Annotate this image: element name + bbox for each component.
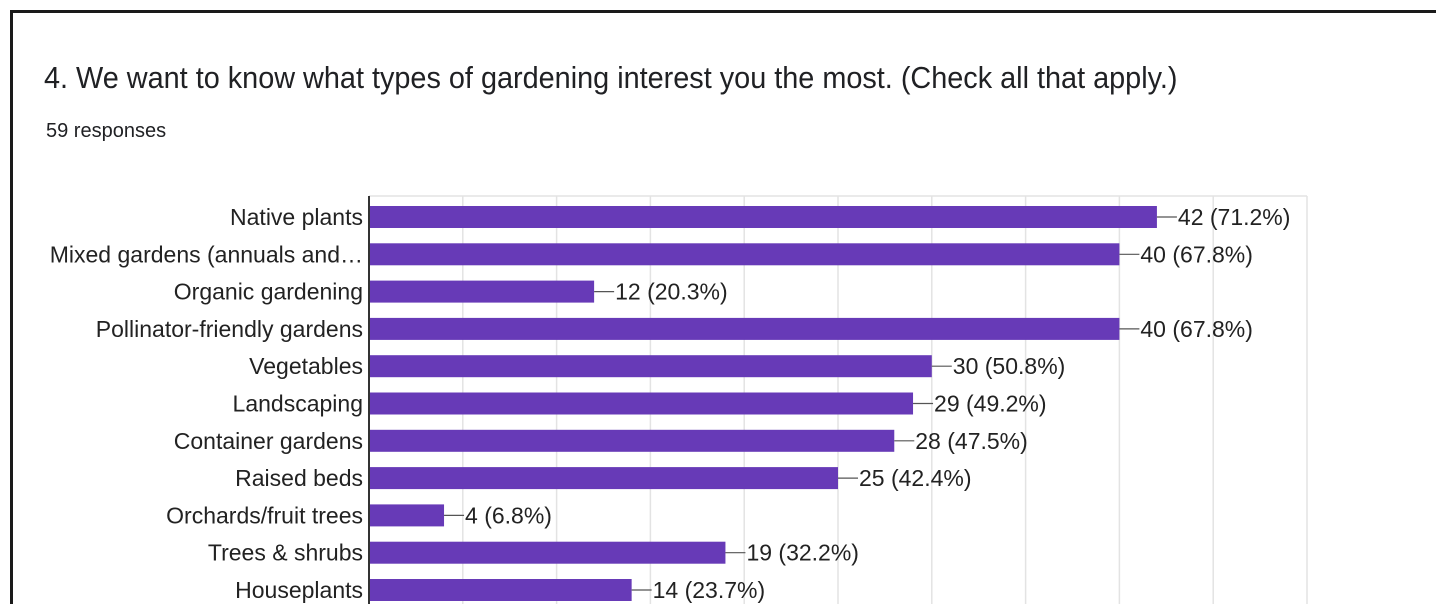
data-label: 29 (49.2%) — [934, 391, 1047, 417]
bar — [369, 206, 1157, 228]
data-label: 40 (67.8%) — [1140, 241, 1253, 267]
bar — [369, 317, 1120, 340]
category-label: Container gardens — [174, 428, 363, 454]
data-label: 25 (42.4%) — [859, 465, 972, 491]
bar — [369, 355, 932, 378]
data-label: 14 (23.7%) — [653, 577, 766, 603]
category-label: Pollinator-friendly gardens — [96, 316, 363, 342]
bar — [369, 504, 445, 527]
question-card — [10, 10, 1436, 604]
data-label: 30 (50.8%) — [953, 353, 1066, 379]
category-label: Landscaping — [233, 391, 363, 417]
bar — [369, 392, 914, 415]
response-count: 59 responses — [46, 120, 167, 142]
category-label: Orchards/fruit trees — [166, 502, 363, 528]
data-label: 12 (20.3%) — [615, 279, 728, 305]
category-label: Vegetables — [249, 353, 363, 379]
category-label: Native plants — [230, 204, 363, 230]
bar — [369, 280, 595, 303]
category-label: Trees & shrubs — [208, 540, 363, 566]
bar — [369, 467, 838, 490]
data-label: 19 (32.2%) — [746, 540, 859, 566]
question-title: 4. We want to know what types of gardeni… — [44, 60, 1178, 95]
data-label: 40 (67.8%) — [1140, 316, 1253, 342]
category-label: Organic gardening — [174, 279, 363, 305]
bar — [369, 541, 726, 564]
category-label: Raised beds — [235, 465, 363, 491]
data-label: 4 (6.8%) — [465, 502, 552, 528]
data-label: 28 (47.5%) — [915, 428, 1028, 454]
category-label: Houseplants — [235, 577, 363, 603]
category-label: Mixed gardens (annuals and… — [50, 241, 363, 267]
data-label: 42 (71.2%) — [1178, 204, 1291, 230]
bar — [369, 243, 1120, 266]
bar — [369, 429, 895, 452]
bar — [369, 579, 632, 601]
